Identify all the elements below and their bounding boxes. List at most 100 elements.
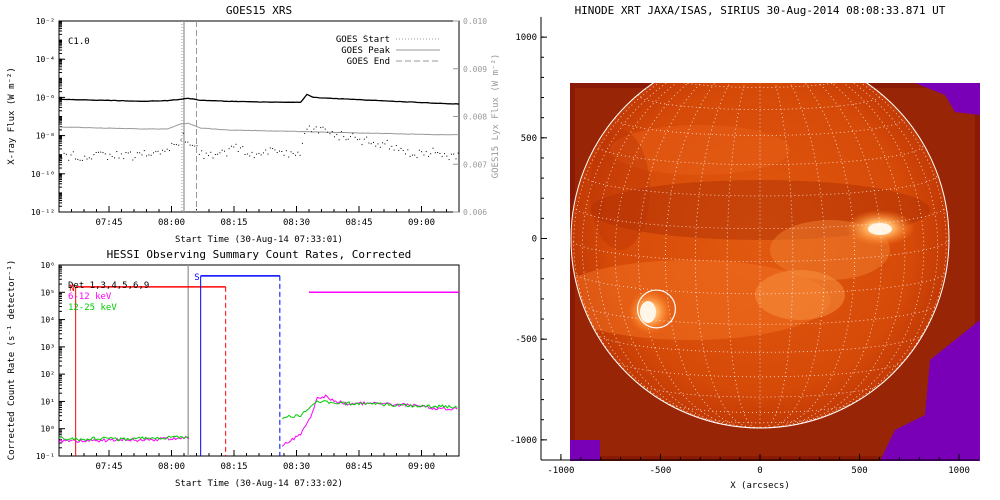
goes-short-point — [159, 153, 161, 155]
hessi-y-tick-label: 10⁻¹ — [36, 452, 55, 461]
goes-short-point — [297, 151, 299, 153]
solar-limb — [570, 83, 950, 429]
goes-short-point — [100, 151, 102, 153]
goes-short-point — [279, 150, 280, 152]
goes-short-point — [434, 152, 436, 154]
hessi-y-tick-label: 10³ — [41, 343, 55, 352]
goes-short-point — [175, 144, 177, 146]
xrt-image — [570, 83, 980, 461]
goes-short-point — [263, 152, 264, 154]
goes-short-point — [120, 153, 122, 155]
goes-short-point — [240, 147, 241, 149]
xrt-y-tick-label: 1000 — [515, 33, 537, 43]
goes-y-right-label: GOES15 Lyx Flux (W m⁻²) — [491, 54, 501, 179]
goes-short-point — [322, 126, 324, 128]
xrt-x-tick-label: 500 — [851, 466, 867, 476]
goes-short-point — [228, 148, 230, 150]
hessi-series — [59, 291, 459, 447]
goes-legend-end-label: GOES End — [347, 57, 390, 67]
goes-short-point — [237, 151, 239, 152]
xrt-corner-top-right — [915, 83, 980, 115]
goes-short-point — [123, 158, 125, 160]
goes-short-point — [379, 146, 381, 148]
heliographic-grid — [571, 83, 949, 428]
goes-short-point — [187, 141, 189, 143]
goes-y-tick-label: 10⁻¹² — [31, 208, 55, 217]
hessi-x-tick-label: 08:00 — [158, 462, 185, 472]
goes-short-point — [162, 149, 164, 151]
goes-y-right-axis: 0.010 0.009 0.008 0.007 0.006 — [453, 17, 487, 217]
hessi-flag-label: S — [194, 273, 199, 283]
goes-short-point — [251, 151, 253, 153]
longitude-line — [581, 83, 761, 417]
goes-y-right-tick-label: 0.006 — [463, 208, 487, 217]
goes-short-point — [414, 154, 416, 156]
goes-chart: GOES15 XRS 10⁻² 10⁻⁴ 10⁻⁶ 10⁻⁸ 10⁻¹⁰ 10⁻¹² 0.… — [7, 4, 501, 245]
xrt-title: HINODE XRT JAXA/ISAS, SIRIUS 30-Aug-2014… — [575, 4, 946, 17]
goes-short-point — [448, 159, 450, 161]
goes-short-point — [210, 151, 212, 153]
goes-short-point — [214, 154, 216, 155]
goes-short-point — [201, 150, 203, 152]
goes-short-point — [457, 152, 459, 154]
goes-short-series — [59, 125, 459, 161]
goes-short-point — [418, 149, 420, 151]
goes-x-tick-label: 08:45 — [345, 218, 372, 228]
hessi-chart: HESSI Observing Summary Count Rates, Cor… — [7, 248, 460, 489]
goes-short-point — [324, 128, 326, 130]
goes-short-point — [233, 146, 235, 148]
hessi-y-label: Corrected Count Rate (s⁻¹ detector⁻¹) — [7, 260, 17, 460]
goes-short-point — [288, 156, 290, 158]
latitude-line — [571, 238, 949, 262]
goes-legend-start-label: GOES Start — [336, 35, 390, 45]
goes-y-right-tick-label: 0.007 — [463, 160, 487, 169]
latitude-line — [581, 174, 939, 197]
goes-short-point — [276, 152, 278, 153]
latitude-line — [596, 334, 924, 353]
hessi-flag-lines: NS — [69, 265, 281, 456]
hessi-legend-6-12: 6-12 keV — [68, 292, 112, 302]
goes-short-point — [327, 131, 329, 133]
goes-short-point — [366, 136, 368, 138]
hessi-x-tick-label: 09:00 — [408, 462, 435, 472]
goes-y-tick-label: 10⁻⁴ — [36, 55, 55, 64]
goes-short-point — [446, 155, 448, 157]
latitude-line — [668, 403, 852, 413]
goes-short-point — [439, 152, 441, 154]
goes-short-point — [63, 152, 65, 154]
goes-short-point — [59, 159, 60, 161]
hessi-plot-frame — [58, 264, 460, 457]
goes-short-point — [318, 132, 319, 134]
goes-short-point — [382, 142, 384, 144]
hessi-x-tick-label: 07:45 — [95, 462, 122, 472]
hessi-y-tick-label: 10¹ — [41, 397, 55, 406]
goes-series — [59, 93, 459, 161]
goes-y-axis: 10⁻² 10⁻⁴ 10⁻⁶ 10⁻⁸ 10⁻¹⁰ 10⁻¹² — [31, 17, 65, 217]
goes-short-point — [178, 144, 180, 146]
goes-short-point — [389, 148, 390, 150]
goes-short-point — [441, 155, 443, 157]
goes-short-point — [274, 149, 276, 151]
goes-short-point — [336, 134, 338, 135]
goes-short-point — [143, 150, 145, 152]
goes-x-axis: 07:45 08:00 08:15 08:30 08:45 09:00 — [58, 206, 460, 228]
goes-short-point — [196, 145, 198, 147]
hessi-legend-det: Det 1,3,4,5,6,9 — [68, 281, 149, 291]
goes-short-point — [361, 144, 363, 146]
goes-short-point — [141, 154, 143, 156]
goes-short-point — [153, 152, 154, 154]
longitude-line — [664, 83, 761, 428]
goes-short-point — [423, 154, 425, 156]
goes-short-point — [311, 131, 313, 133]
xrt-axes: -1000 -500 0 500 1000 1000 500 0 -500 -1000 — [510, 33, 970, 476]
goes-short-point — [345, 139, 347, 141]
goes-short-point — [86, 158, 88, 160]
goes-short-point — [127, 152, 129, 154]
goes-short-point — [350, 136, 351, 138]
goes-short-point — [290, 151, 292, 153]
goes-short-point — [409, 155, 411, 157]
goes-short-point — [226, 155, 228, 157]
goes-short-point — [171, 142, 173, 144]
goes-short-point — [91, 158, 93, 160]
goes-short-point — [308, 125, 310, 127]
